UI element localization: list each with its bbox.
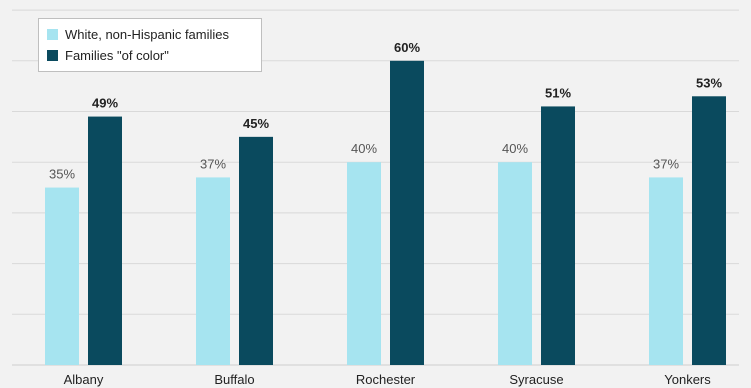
data-label: 60% [394,40,420,55]
data-label: 40% [502,141,528,156]
bar-color-buffalo [239,136,273,365]
legend-swatch-color [47,50,58,61]
bar-white-buffalo [196,177,230,365]
legend-item-color: Families "of color" [47,45,253,66]
data-label: 40% [351,141,377,156]
x-tick-label: Syracuse [509,372,563,387]
data-label: 37% [200,156,226,171]
bar-color-syracuse [541,106,575,366]
bar-white-syracuse [498,162,532,365]
bar-color-rochester [390,60,424,366]
x-tick-label: Rochester [356,372,416,387]
legend-swatch-white [47,29,58,40]
data-label: 45% [243,116,269,131]
x-tick-label: Yonkers [664,372,711,387]
data-label: 35% [49,167,75,182]
legend-item-white: White, non-Hispanic families [47,24,253,45]
bar-white-albany [45,187,79,365]
data-label: 51% [545,85,571,100]
x-tick-label: Buffalo [214,372,254,387]
data-label: 37% [653,156,679,171]
bar-color-yonkers [692,96,726,365]
bar-white-yonkers [649,177,683,365]
bar-color-albany [88,116,122,365]
legend-label-color: Families "of color" [65,48,169,63]
data-label: 49% [92,96,118,111]
x-tick-label: Albany [64,372,104,387]
data-label: 53% [696,75,722,90]
legend: White, non-Hispanic families Families "o… [38,18,262,72]
legend-label-white: White, non-Hispanic families [65,27,230,42]
bar-white-rochester [347,162,381,365]
